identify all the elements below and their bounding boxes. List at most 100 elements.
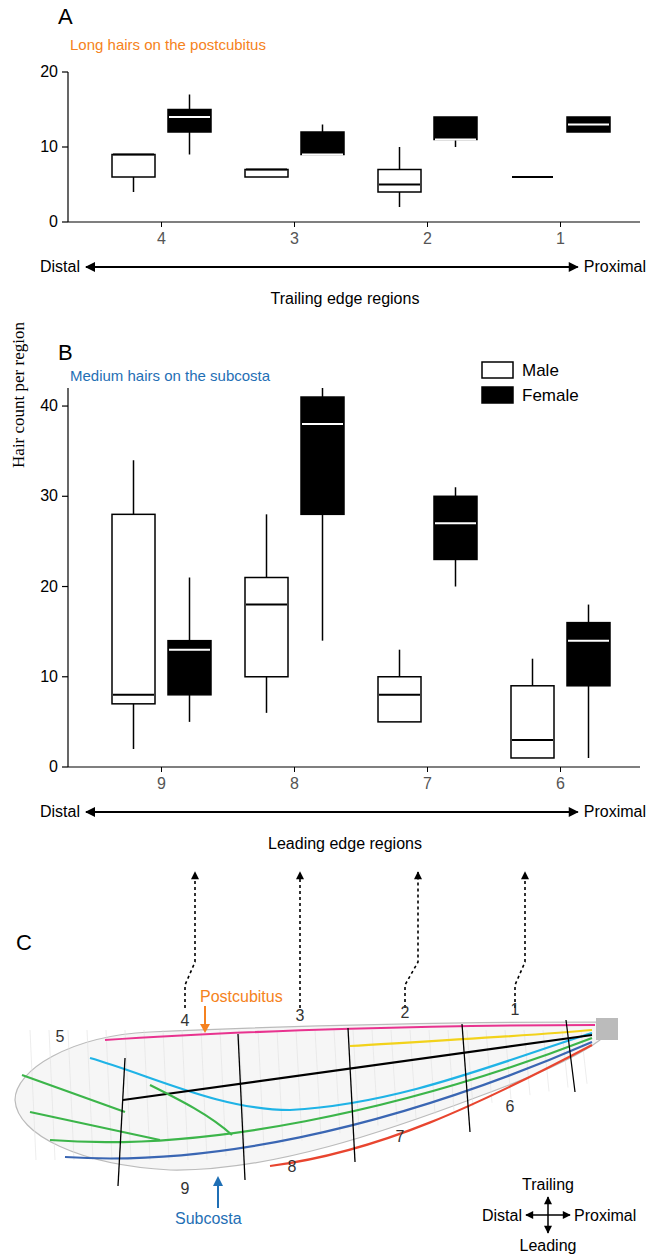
y-tick-label: 20 bbox=[40, 63, 58, 80]
panel-letter: C bbox=[16, 930, 32, 955]
region-label: 5 bbox=[56, 1028, 65, 1045]
box bbox=[301, 132, 344, 155]
x-tick bbox=[294, 767, 295, 772]
median bbox=[246, 169, 287, 171]
median bbox=[169, 116, 210, 118]
x-end-label: Distal bbox=[40, 803, 80, 820]
vein bbox=[123, 1035, 592, 1100]
box bbox=[245, 170, 288, 178]
median bbox=[568, 640, 609, 642]
venation bbox=[125, 1030, 131, 1160]
legend-label: Female bbox=[522, 386, 579, 405]
y-axis-title: Hair count per region bbox=[9, 322, 28, 468]
venation bbox=[87, 1030, 93, 1160]
x-end-label: Proximal bbox=[584, 803, 646, 820]
wing-base bbox=[596, 1018, 618, 1040]
venation bbox=[258, 1030, 264, 1148]
venation bbox=[315, 1030, 321, 1137]
link-arrow bbox=[185, 872, 195, 1008]
link-arrow bbox=[299, 872, 301, 1008]
region-label: 3 bbox=[296, 1007, 305, 1024]
x-tick-label: 8 bbox=[290, 775, 299, 792]
median bbox=[568, 124, 609, 126]
legend-swatch bbox=[482, 387, 513, 403]
legend-swatch bbox=[482, 362, 513, 378]
box bbox=[168, 641, 211, 695]
vein bbox=[65, 1042, 592, 1158]
box bbox=[567, 623, 610, 686]
median bbox=[302, 423, 343, 425]
vein-pointer-head bbox=[200, 1024, 210, 1033]
box bbox=[434, 496, 477, 559]
box bbox=[245, 578, 288, 677]
box bbox=[168, 110, 211, 133]
x-tick-label: 2 bbox=[423, 230, 432, 247]
region-divider bbox=[566, 1020, 575, 1092]
compass-label: Leading bbox=[520, 1237, 577, 1254]
median bbox=[435, 139, 476, 141]
y-tick-label: 20 bbox=[40, 578, 58, 595]
wing-outline bbox=[15, 1022, 600, 1170]
x-tick-label: 6 bbox=[556, 775, 565, 792]
x-tick bbox=[427, 767, 428, 772]
venation bbox=[334, 1030, 340, 1133]
vein bbox=[30, 1112, 160, 1140]
figure: ALong hairs on the postcubitus010204321D… bbox=[0, 0, 658, 1259]
boxes bbox=[112, 95, 610, 208]
median bbox=[302, 154, 343, 156]
x-tick bbox=[294, 222, 295, 227]
panel-title: Medium hairs on the subcosta bbox=[70, 367, 271, 384]
link-arrow bbox=[515, 872, 525, 1008]
venation bbox=[277, 1030, 283, 1145]
median bbox=[379, 694, 420, 696]
x-tick-label: 7 bbox=[423, 775, 432, 792]
panel-letter: B bbox=[58, 340, 73, 365]
box bbox=[511, 686, 554, 758]
venation bbox=[296, 1030, 302, 1141]
y-tick bbox=[62, 496, 68, 497]
region-label: 7 bbox=[396, 1128, 405, 1145]
y-tick-label: 0 bbox=[49, 758, 58, 775]
vein-label: Subcosta bbox=[175, 1210, 242, 1227]
direction-arrow bbox=[86, 266, 578, 268]
venation bbox=[448, 1030, 454, 1110]
venation bbox=[182, 1030, 188, 1160]
vein bbox=[105, 1025, 595, 1040]
x-axis bbox=[68, 221, 640, 222]
venation bbox=[581, 1030, 587, 1084]
y-tick-label: 30 bbox=[40, 487, 58, 504]
x-tick-label: 4 bbox=[157, 230, 166, 247]
y-tick-label: 0 bbox=[49, 213, 58, 230]
region-divider bbox=[462, 1024, 470, 1132]
compass-label: Distal bbox=[482, 1207, 522, 1224]
y-axis bbox=[67, 388, 68, 767]
venation bbox=[239, 1030, 245, 1152]
x-axis bbox=[68, 766, 640, 767]
x-tick bbox=[560, 767, 561, 772]
x-tick bbox=[161, 767, 162, 772]
region-label: 9 bbox=[181, 1180, 190, 1197]
compass-label: Proximal bbox=[574, 1207, 636, 1224]
vein-pointer-head bbox=[213, 1176, 223, 1186]
median bbox=[512, 176, 553, 178]
region-divider bbox=[118, 1058, 125, 1186]
x-axis-title: Trailing edge regions bbox=[271, 290, 420, 307]
panel-title: Long hairs on the postcubitus bbox=[70, 36, 266, 53]
region-label: 2 bbox=[401, 1004, 410, 1021]
x-tick-label: 9 bbox=[157, 775, 166, 792]
median bbox=[169, 649, 210, 651]
y-tick bbox=[62, 676, 68, 677]
box bbox=[511, 176, 554, 178]
box bbox=[378, 170, 421, 193]
venation bbox=[106, 1030, 112, 1160]
x-tick-label: 3 bbox=[290, 230, 299, 247]
vein bbox=[350, 1030, 592, 1046]
vein bbox=[150, 1085, 232, 1135]
y-tick-label: 10 bbox=[40, 138, 58, 155]
x-tick bbox=[560, 222, 561, 227]
venation bbox=[30, 1030, 36, 1160]
median bbox=[435, 522, 476, 524]
y-tick bbox=[62, 766, 68, 767]
x-tick-label: 1 bbox=[556, 230, 565, 247]
region-label: 6 bbox=[506, 1098, 515, 1115]
